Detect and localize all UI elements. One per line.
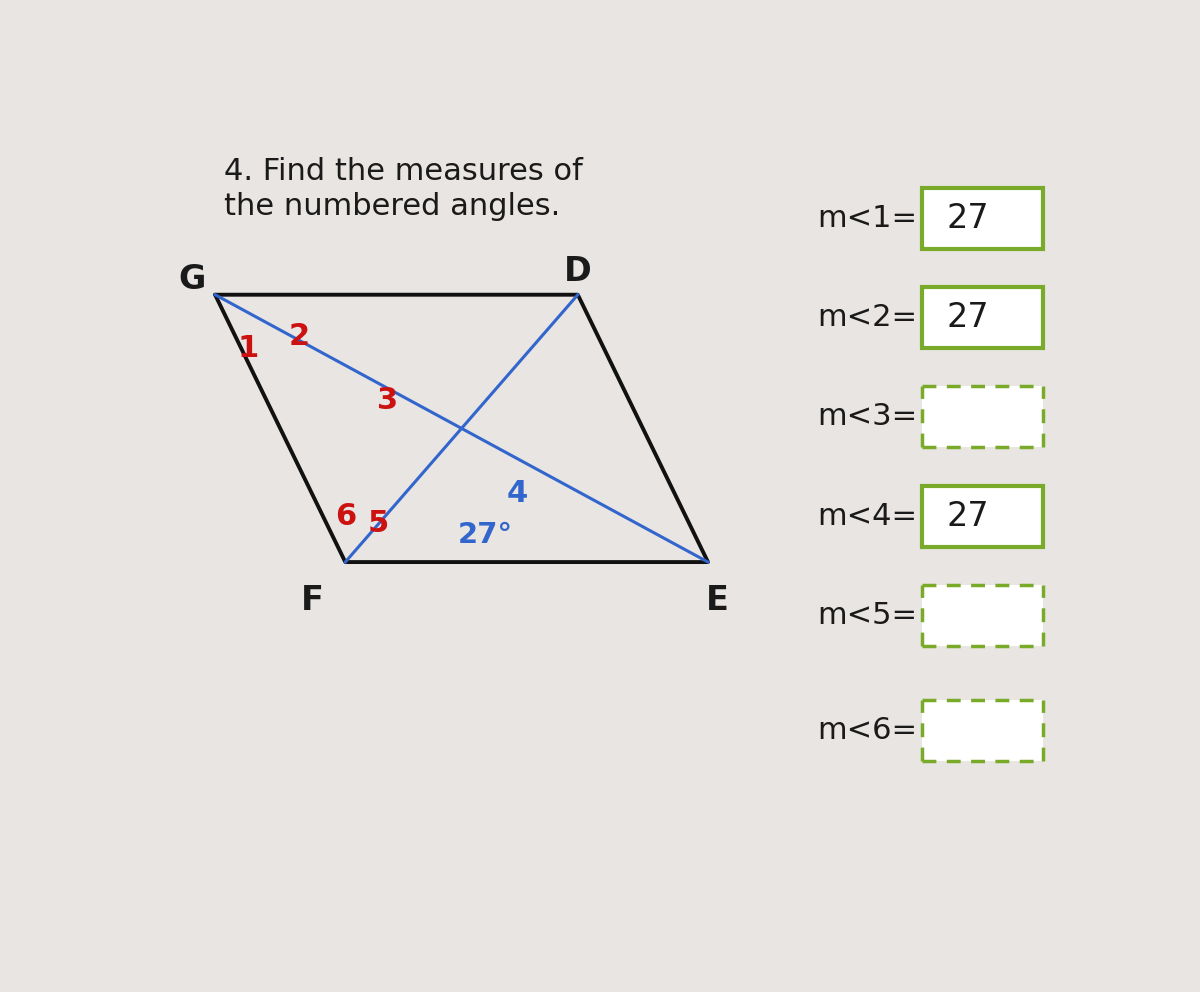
FancyBboxPatch shape bbox=[922, 187, 1043, 249]
Text: E: E bbox=[706, 583, 728, 617]
Text: m<4=: m<4= bbox=[817, 502, 917, 531]
Text: 4. Find the measures of: 4. Find the measures of bbox=[224, 157, 583, 186]
FancyBboxPatch shape bbox=[922, 699, 1043, 761]
Text: 27: 27 bbox=[947, 500, 989, 533]
Text: 3: 3 bbox=[377, 386, 397, 415]
Text: the numbered angles.: the numbered angles. bbox=[224, 191, 560, 220]
FancyBboxPatch shape bbox=[922, 486, 1043, 547]
Text: 27: 27 bbox=[947, 201, 989, 235]
Text: m<2=: m<2= bbox=[817, 304, 917, 332]
Text: 2: 2 bbox=[288, 322, 310, 351]
Text: G: G bbox=[178, 263, 205, 296]
Text: m<6=: m<6= bbox=[817, 715, 917, 745]
Text: 5: 5 bbox=[367, 509, 389, 539]
FancyBboxPatch shape bbox=[922, 387, 1043, 447]
Text: m<1=: m<1= bbox=[817, 203, 917, 233]
Text: m<5=: m<5= bbox=[817, 601, 917, 630]
Text: 1: 1 bbox=[238, 333, 258, 363]
Text: 6: 6 bbox=[335, 502, 356, 531]
Text: 4: 4 bbox=[506, 479, 528, 508]
Text: 27°: 27° bbox=[457, 522, 512, 550]
FancyBboxPatch shape bbox=[922, 287, 1043, 348]
Text: F: F bbox=[301, 583, 324, 617]
Text: 27: 27 bbox=[947, 302, 989, 334]
Text: D: D bbox=[564, 255, 592, 289]
FancyBboxPatch shape bbox=[922, 585, 1043, 646]
Text: m<3=: m<3= bbox=[817, 403, 917, 432]
